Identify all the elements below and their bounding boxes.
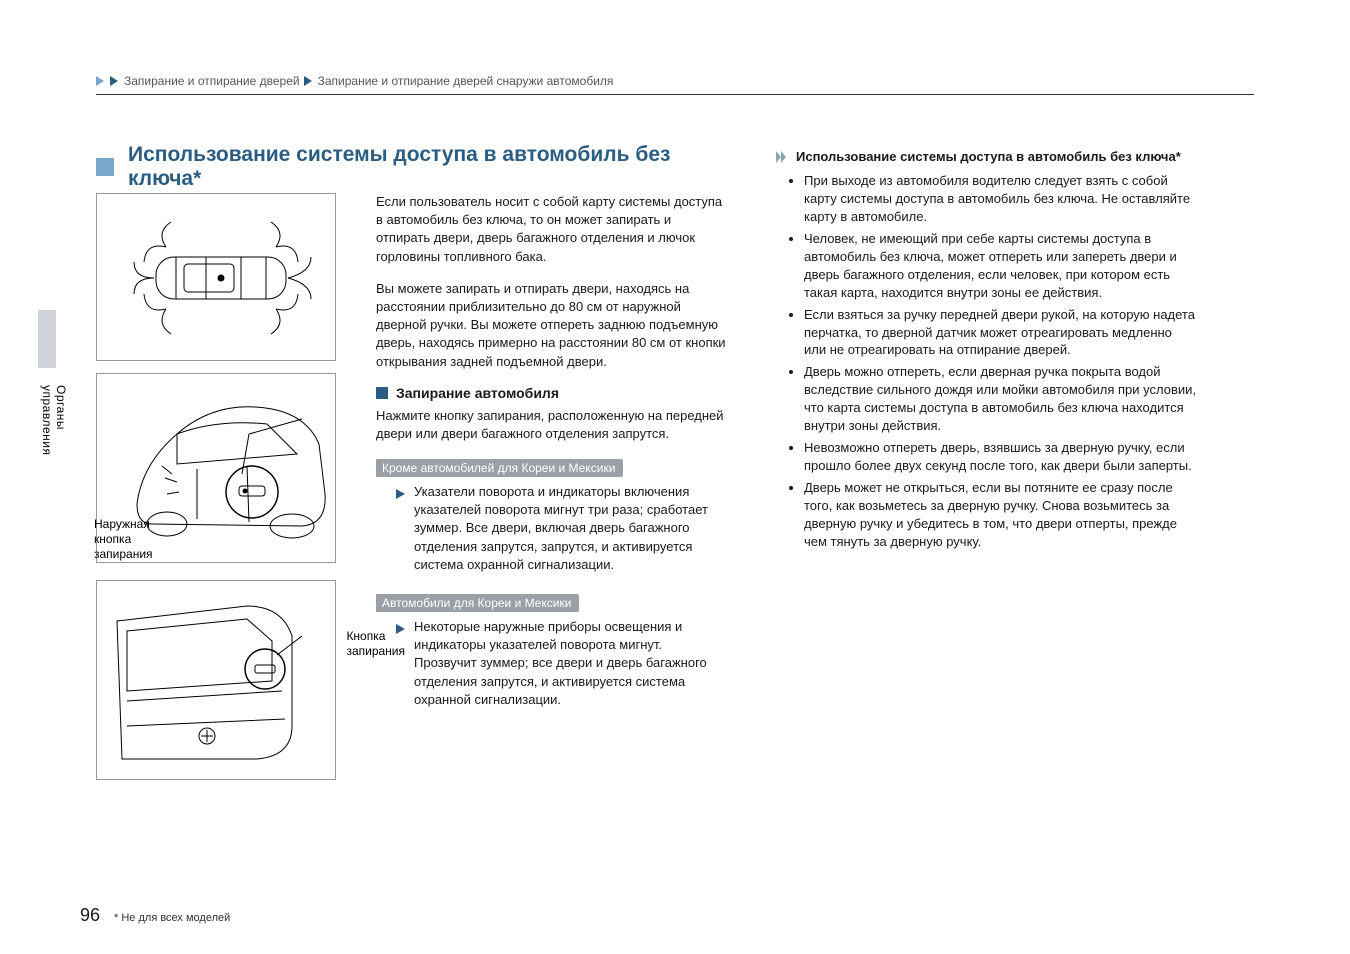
figure-label-outer-button: Наружная кнопка запирания <box>94 517 164 562</box>
breadcrumb-seg: Запирание и отпирание дверей <box>124 74 300 88</box>
triangle-bullet-icon <box>396 486 406 574</box>
subheading-square-icon <box>376 387 388 399</box>
side-tab-marker <box>38 310 56 368</box>
manual-page: Запирание и отпирание дверей Запирание и… <box>0 0 1350 954</box>
car-tailgate-diagram-icon <box>97 581 335 779</box>
chevron-icon <box>96 76 106 86</box>
footnote: * Не для всех моделей <box>114 912 230 924</box>
section-title: Использование системы доступа в автомоби… <box>128 143 746 191</box>
notes-list-item: Человек, не имеющий при себе карты систе… <box>804 230 1196 302</box>
header-rule <box>96 94 1254 95</box>
bullet-text: Некоторые наружные приборы освещения и и… <box>414 618 726 709</box>
double-chevron-icon <box>776 151 790 163</box>
breadcrumb: Запирание и отпирание дверей Запирание и… <box>96 74 1254 88</box>
figure-label-lock-button: Кнопка запирания <box>346 629 405 659</box>
subheading-text: Запирание автомобиля <box>396 385 559 401</box>
bullet-text: Указатели поворота и индикаторы включени… <box>414 483 726 574</box>
bullet-item: Некоторые наружные приборы освещения и и… <box>376 618 726 709</box>
page-number: 96 <box>80 905 100 926</box>
side-tab-label: Органы управления <box>40 385 68 490</box>
subsection-paragraph: Нажмите кнопку запирания, расположенную … <box>376 407 726 443</box>
figure-top-view <box>96 193 336 361</box>
notes-heading: Использование системы доступа в автомоби… <box>776 149 1196 164</box>
notes-list-item: Дверь может не открыться, если вы потяни… <box>804 479 1196 551</box>
notes-list-item: Дверь можно отпереть, если дверная ручка… <box>804 363 1196 435</box>
breadcrumb-seg: Запирание и отпирание дверей снаружи авт… <box>318 74 614 88</box>
chevron-icon <box>110 76 120 86</box>
subsection-heading: Запирание автомобиля <box>376 385 726 401</box>
page-footer: 96 * Не для всех моделей <box>80 905 230 926</box>
side-tab: Органы управления <box>40 330 60 490</box>
notes-list: При выходе из автомобиля водителю следуе… <box>776 172 1196 551</box>
car-top-diagram-icon <box>106 202 326 352</box>
variant-chip: Кроме автомобилей для Кореи и Мексики <box>376 459 623 477</box>
chevron-icon <box>304 76 314 86</box>
variant-chip: Автомобили для Кореи и Мексики <box>376 594 579 612</box>
intro-paragraph: Вы можете запирать и отпирать двери, нах… <box>376 280 726 371</box>
title-square-icon <box>96 158 114 176</box>
notes-column: Использование системы доступа в автомоби… <box>746 149 1196 792</box>
content-columns: Использование системы доступа в автомоби… <box>96 149 1254 792</box>
bullet-item: Указатели поворота и индикаторы включени… <box>376 483 726 574</box>
figure-tailgate: Кнопка запирания <box>96 580 336 780</box>
notes-heading-text: Использование системы доступа в автомоби… <box>796 149 1181 164</box>
notes-list-item: Если взяться за ручку передней двери рук… <box>804 306 1196 360</box>
figures-column: Использование системы доступа в автомоби… <box>96 149 376 792</box>
notes-list-item: Невозможно отпереть дверь, взявшись за д… <box>804 439 1196 475</box>
notes-list-item: При выходе из автомобиля водителю следуе… <box>804 172 1196 226</box>
body-column: Если пользователь носит с собой карту си… <box>376 149 746 792</box>
